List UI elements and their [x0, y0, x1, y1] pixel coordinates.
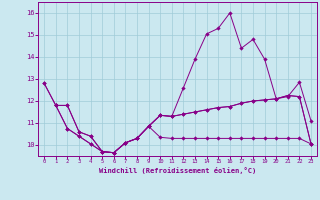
X-axis label: Windchill (Refroidissement éolien,°C): Windchill (Refroidissement éolien,°C)	[99, 167, 256, 174]
